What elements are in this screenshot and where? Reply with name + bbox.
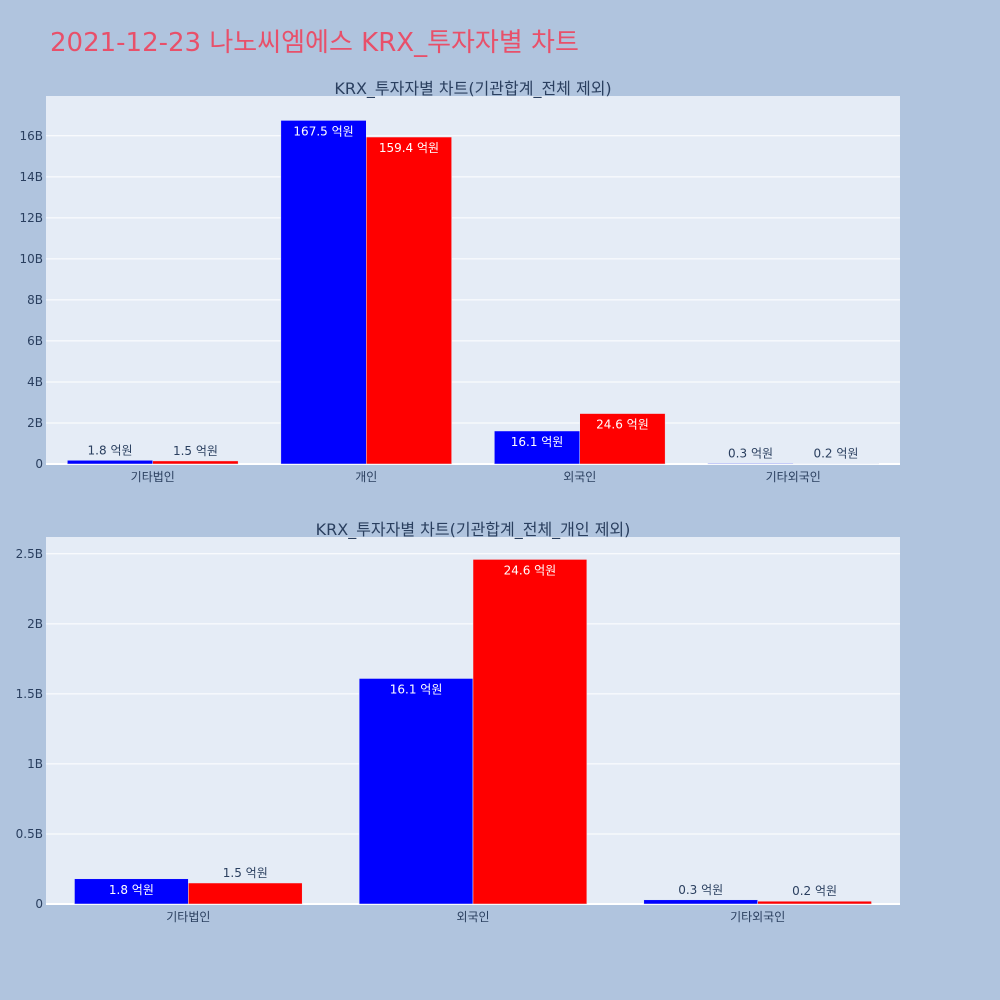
y-tick-label: 4B — [27, 375, 43, 389]
chart-bottom: KRX_투자자별 차트(기관합계_전체_개인 제외) 0 0.5B 1B 1.5B 2B 2… — [16, 520, 900, 924]
y-tick-label: 0 — [35, 457, 43, 471]
bar — [366, 136, 452, 465]
bar-value-label: 0.3 억원 — [678, 883, 723, 897]
bar — [188, 882, 303, 905]
bar — [152, 460, 239, 465]
bar-value-label: 24.6 억원 — [504, 563, 557, 577]
bar — [74, 878, 189, 905]
bar — [67, 460, 153, 465]
x-tick-label: 외국인 — [563, 470, 596, 484]
page-title: 2021-12-23 나노씨엠에스 KRX_투자자별 차트 — [50, 28, 579, 58]
y-tick-label: 1.5B — [16, 687, 43, 701]
bar — [579, 413, 666, 465]
chart-title: KRX_투자자별 차트(기관합계_전체_개인 제외) — [316, 520, 631, 540]
bar-value-label: 1.5 억원 — [223, 866, 268, 880]
y-tick-label: 0.5B — [16, 827, 43, 841]
bar — [793, 463, 879, 465]
x-tick-label: 기타외국인 — [730, 910, 785, 924]
bar-value-label: 0.2 억원 — [813, 447, 858, 461]
bar-value-label: 16.1 억원 — [390, 682, 443, 696]
x-tick-label: 개인 — [355, 470, 377, 484]
y-tick-label: 6B — [27, 334, 43, 348]
bar-value-label: 167.5 억원 — [293, 124, 353, 138]
bar — [757, 900, 872, 905]
bar — [707, 463, 794, 465]
bar-value-label: 0.3 억원 — [728, 446, 773, 460]
chart-top: KRX_투자자별 차트(기관합계_전체 제외) 0 2B 4B 6B 8B 10B 12B 14… — [19, 79, 900, 484]
x-tick-label: 기타법인 — [131, 470, 175, 484]
bar — [280, 120, 367, 465]
y-tick-label: 14B — [19, 170, 43, 184]
plot-area — [46, 96, 900, 464]
bar-value-label: 159.4 억원 — [379, 141, 439, 155]
bar-value-label: 1.5 억원 — [173, 444, 218, 458]
y-tick-label: 2B — [27, 617, 43, 631]
y-tick-label: 2B — [27, 416, 43, 430]
bar — [643, 899, 758, 905]
bar — [472, 559, 588, 905]
bar-value-label: 1.8 억원 — [88, 443, 133, 457]
bar-value-label: 1.8 억원 — [109, 883, 154, 897]
x-tick-label: 기타외국인 — [766, 470, 821, 484]
x-tick-label: 기타법인 — [166, 910, 210, 924]
y-tick-label: 1B — [27, 757, 43, 771]
bar-value-label: 24.6 억원 — [596, 418, 649, 432]
y-tick-label: 8B — [27, 293, 43, 307]
bar-value-label: 16.1 억원 — [511, 435, 564, 449]
y-tick-label: 2.5B — [16, 547, 43, 561]
y-tick-label: 0 — [35, 897, 43, 911]
bar — [358, 678, 474, 905]
y-tick-label: 16B — [19, 129, 43, 143]
chart-title: KRX_투자자별 차트(기관합계_전체 제외) — [334, 79, 611, 99]
y-tick-label: 10B — [19, 252, 43, 266]
y-tick-label: 12B — [19, 211, 43, 225]
x-tick-label: 외국인 — [456, 910, 489, 924]
bar-value-label: 0.2 억원 — [792, 884, 837, 898]
